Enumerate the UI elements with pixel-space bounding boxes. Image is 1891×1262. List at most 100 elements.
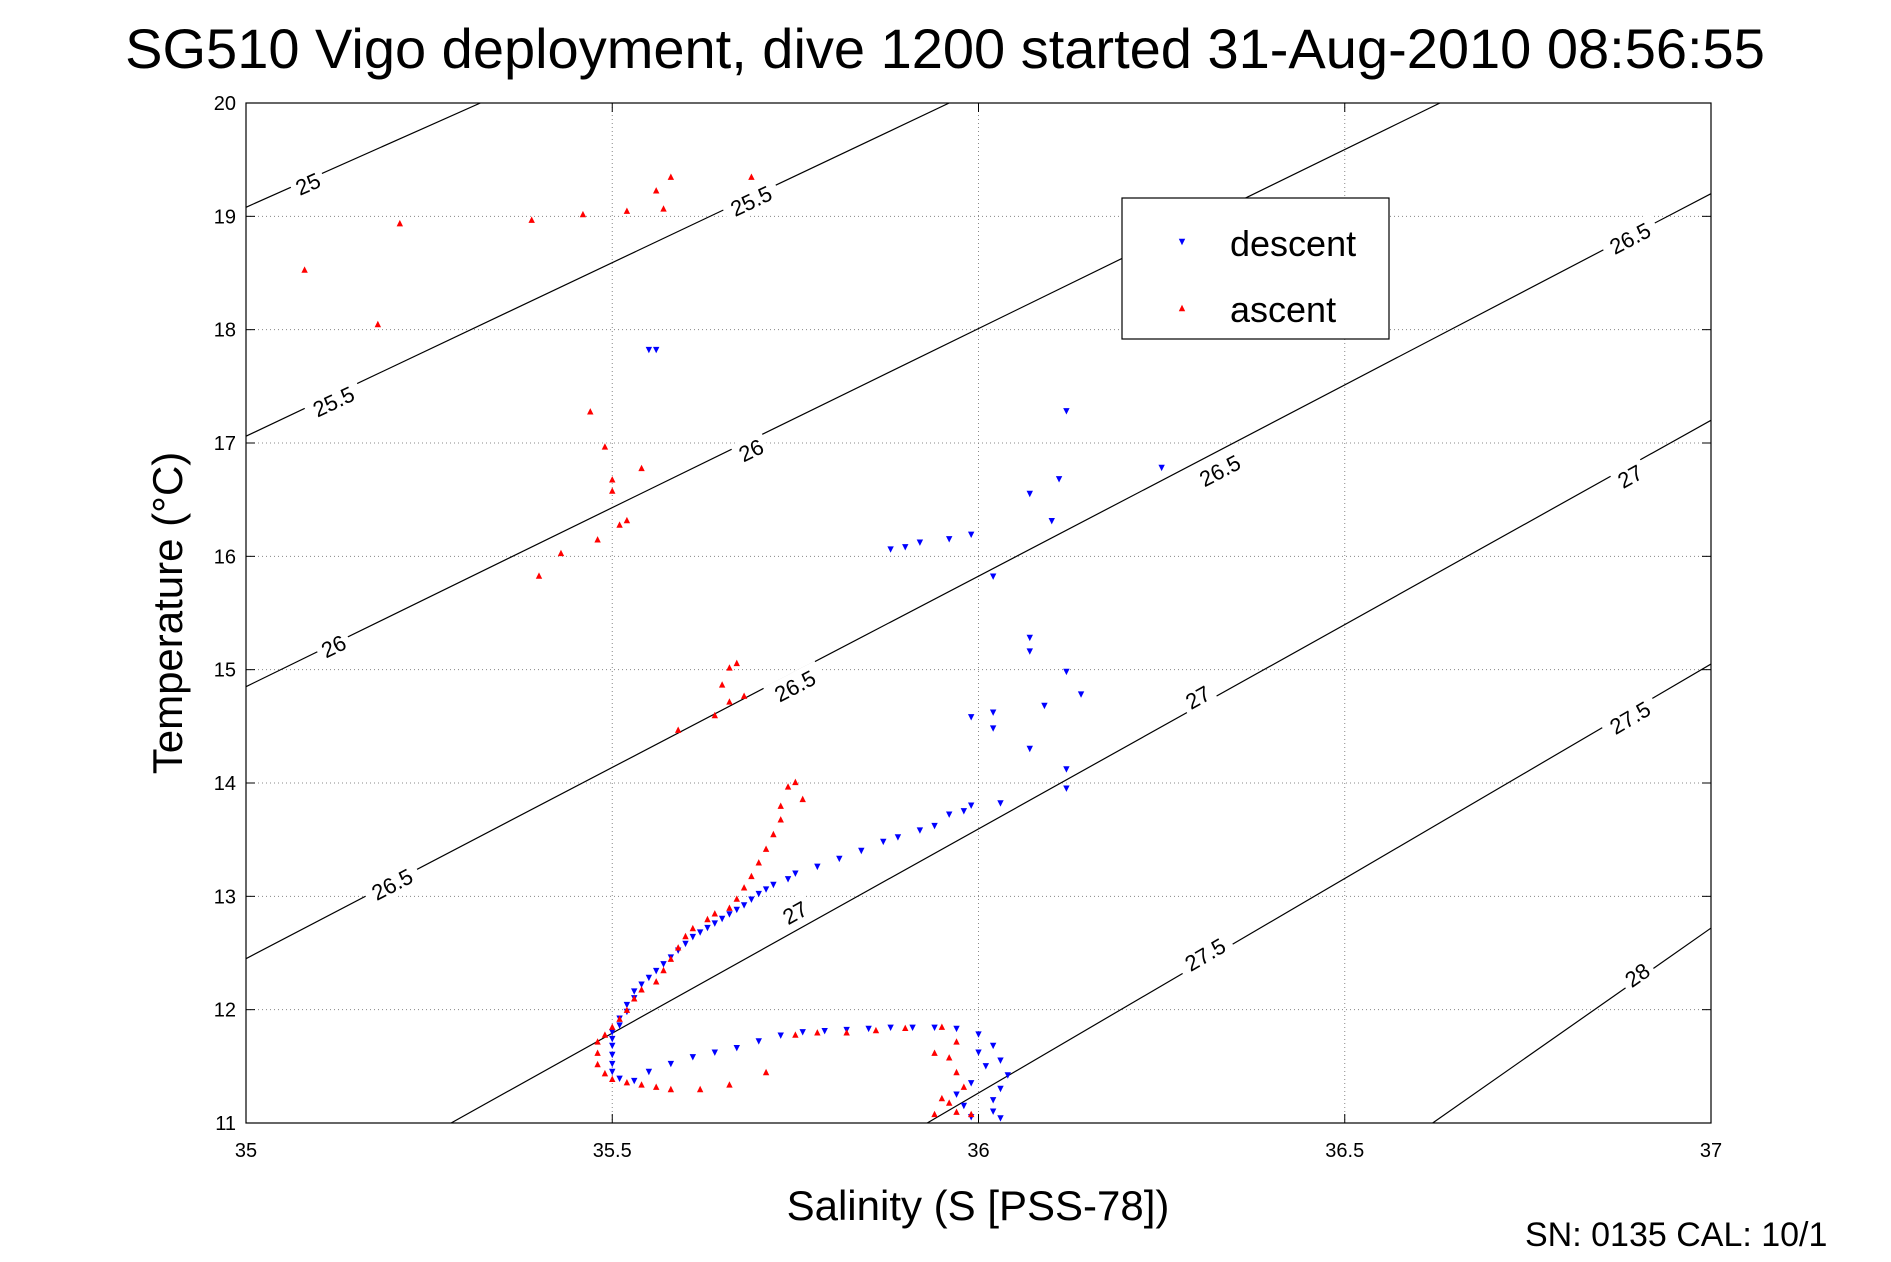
plot-background bbox=[246, 103, 1711, 1123]
isopycnal-label-bg bbox=[1173, 928, 1237, 981]
ascent-point bbox=[938, 1094, 946, 1102]
descent-point bbox=[858, 847, 865, 855]
descent-point bbox=[989, 709, 997, 716]
isopycnal-label: 27.5 bbox=[1598, 691, 1662, 744]
descent-point bbox=[638, 981, 645, 988]
descent-point bbox=[909, 1024, 916, 1031]
descent-point bbox=[997, 1085, 1004, 1093]
descent-point bbox=[777, 1032, 784, 1039]
y-tick-label: 15 bbox=[214, 660, 236, 682]
ascent-point bbox=[667, 173, 675, 180]
descent-point bbox=[609, 1042, 616, 1050]
ascent-point bbox=[748, 173, 755, 180]
ascent-point bbox=[660, 966, 667, 974]
descent-point bbox=[946, 536, 953, 543]
ascent-point bbox=[872, 1026, 880, 1034]
descent-point bbox=[953, 1025, 960, 1033]
legend-marker-descent bbox=[1178, 238, 1186, 246]
ascent-point bbox=[623, 207, 631, 214]
ascent-point bbox=[623, 1079, 631, 1086]
x-tick-label: 37 bbox=[1700, 1140, 1722, 1162]
isopycnal-label-bg bbox=[763, 660, 827, 711]
descent-point bbox=[989, 725, 997, 732]
ascent-point bbox=[843, 1029, 850, 1036]
descent-point bbox=[623, 1001, 631, 1009]
y-tick-label: 18 bbox=[214, 320, 236, 342]
isopycnal-label-bg bbox=[301, 377, 366, 426]
chart-title: SG510 Vigo deployment, dive 1200 started… bbox=[125, 17, 1765, 80]
ascent-point bbox=[740, 884, 748, 891]
y-tick-label: 11 bbox=[215, 1113, 236, 1135]
ascent-point bbox=[609, 1075, 616, 1082]
ascent-point bbox=[696, 1085, 704, 1093]
descent-point bbox=[1077, 691, 1085, 698]
ascent-point bbox=[814, 1029, 821, 1036]
descent-point bbox=[916, 827, 924, 834]
ascent-point bbox=[711, 910, 718, 917]
descent-point bbox=[609, 1068, 616, 1076]
ascent-point bbox=[594, 536, 601, 543]
descent-point bbox=[1158, 464, 1165, 472]
isopycnal-label-bg bbox=[730, 430, 772, 470]
descent-point bbox=[645, 1068, 653, 1076]
ascent-point bbox=[601, 1069, 609, 1077]
ascent-point bbox=[653, 978, 660, 985]
descent-point bbox=[616, 1022, 623, 1029]
descent-point bbox=[748, 896, 755, 903]
descent-point bbox=[667, 1060, 675, 1068]
axis-ticks: 35 35.5 36 36.5 37 11 12 13 14 15 16 17 18 19 20 bbox=[214, 93, 1722, 1162]
ascent-point bbox=[609, 476, 616, 483]
ascent-point bbox=[631, 995, 638, 1002]
descent-point bbox=[609, 1035, 616, 1043]
grid-lines bbox=[246, 103, 1711, 1123]
ascent-point bbox=[616, 521, 623, 528]
ascent-point bbox=[792, 1031, 799, 1038]
ascent-point bbox=[946, 1054, 953, 1061]
descent-point bbox=[967, 802, 975, 809]
descent-point bbox=[997, 800, 1004, 807]
ascent-point bbox=[704, 915, 711, 923]
descent-point bbox=[960, 808, 968, 815]
isopycnal-label-bg bbox=[1598, 213, 1662, 264]
isopycnal-line bbox=[246, 103, 950, 437]
descent-point bbox=[740, 902, 748, 909]
ascent-point bbox=[938, 1023, 946, 1030]
isopycnal-label-bg bbox=[1608, 456, 1652, 496]
ascent-point bbox=[557, 549, 565, 557]
ascent-point bbox=[594, 1060, 601, 1068]
descent-point bbox=[982, 1063, 990, 1070]
descent-point bbox=[645, 974, 653, 982]
descent-point bbox=[989, 1042, 997, 1050]
descent-point bbox=[946, 811, 953, 818]
descent-point bbox=[821, 1028, 828, 1035]
ascent-point bbox=[535, 572, 543, 579]
ascent-point bbox=[638, 1081, 645, 1088]
ascent-point bbox=[799, 795, 806, 803]
ascent-point bbox=[726, 698, 733, 705]
ascent-point bbox=[726, 904, 733, 911]
isopycnal-label-bg bbox=[719, 176, 783, 225]
ascent-point bbox=[638, 464, 645, 472]
descent-point bbox=[696, 929, 704, 936]
x-tick-label: 35 bbox=[235, 1140, 257, 1162]
legend-box bbox=[1121, 197, 1390, 340]
isopycnal-label-bg bbox=[312, 626, 355, 666]
descent-point bbox=[1063, 766, 1070, 773]
ascent-point bbox=[601, 443, 609, 450]
ascent-point bbox=[784, 783, 792, 790]
descent-point bbox=[682, 940, 689, 948]
descent-point bbox=[733, 1045, 740, 1052]
ascent-point bbox=[770, 830, 777, 838]
legend-label-ascent: ascent bbox=[1230, 289, 1336, 330]
descent-point bbox=[609, 1060, 616, 1068]
ascent-point bbox=[396, 219, 404, 227]
ascent-point bbox=[301, 266, 308, 273]
descent-point bbox=[997, 1115, 1004, 1122]
y-tick-label: 17 bbox=[214, 433, 236, 455]
ascent-point bbox=[953, 1038, 960, 1045]
ascent-point bbox=[931, 1110, 938, 1118]
x-tick-label: 35.5 bbox=[593, 1140, 632, 1162]
ascent-point bbox=[740, 692, 748, 699]
descent-point bbox=[631, 988, 638, 995]
descent-point bbox=[975, 1049, 982, 1056]
